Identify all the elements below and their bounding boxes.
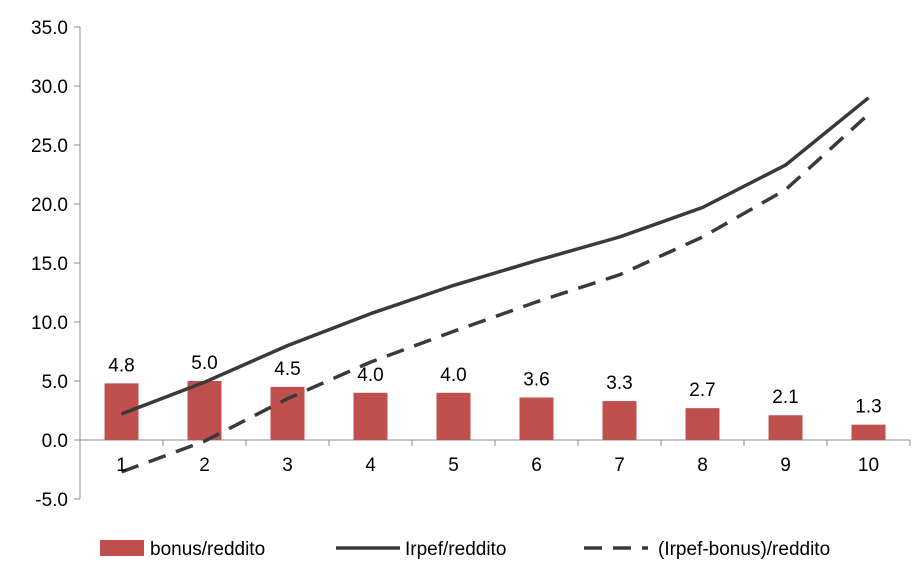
x-tick-label: 3 xyxy=(282,455,293,476)
line-irpef-bonus-reddito xyxy=(120,113,870,474)
x-tick-label: 7 xyxy=(614,455,625,476)
bar-bonus-reddito-9 xyxy=(768,415,803,440)
y-tick-label: -5.0 xyxy=(35,490,68,511)
bar-data-label: 4.0 xyxy=(440,365,466,386)
x-tick-label: 8 xyxy=(697,455,708,476)
x-tick-label: 5 xyxy=(448,455,459,476)
legend-label-bonus-reddito: bonus/reddito xyxy=(150,539,265,560)
bar-bonus-reddito-7 xyxy=(602,401,637,440)
y-tick-label: 5.0 xyxy=(42,372,68,393)
bar-data-label: 1.3 xyxy=(855,397,881,418)
bar-bonus-reddito-3 xyxy=(270,386,305,440)
bar-bonus-reddito-6 xyxy=(519,397,554,440)
bar-data-label: 2.7 xyxy=(689,380,715,401)
bar-bonus-reddito-1 xyxy=(104,383,139,440)
y-tick-label: 35.0 xyxy=(31,18,68,39)
x-tick-label: 1 xyxy=(116,455,127,476)
x-tick-label: 6 xyxy=(531,455,542,476)
line-irpef-reddito xyxy=(120,96,870,416)
y-tick-label: 30.0 xyxy=(31,77,68,98)
bar-data-label: 3.6 xyxy=(523,370,549,391)
bar-bonus-reddito-10 xyxy=(851,424,886,440)
y-tick-label: 25.0 xyxy=(31,136,68,157)
bar-data-label: 3.3 xyxy=(606,373,632,394)
x-tick-label: 10 xyxy=(858,455,879,476)
x-tick-label: 2 xyxy=(199,455,210,476)
bar-bonus-reddito-5 xyxy=(436,392,471,440)
x-tick-label: 4 xyxy=(365,455,376,476)
x-tick-label: 9 xyxy=(780,455,791,476)
bar-bonus-reddito-2 xyxy=(187,381,222,440)
bar-data-label: 4.0 xyxy=(357,365,383,386)
legend-swatch-bonus-reddito xyxy=(100,540,144,556)
y-tick-label: 15.0 xyxy=(31,254,68,275)
y-tick-label: 20.0 xyxy=(31,195,68,216)
bar-data-label: 5.0 xyxy=(191,353,217,374)
legend-label-irpef-reddito: Irpef/reddito xyxy=(405,539,506,560)
bar-data-label: 2.1 xyxy=(772,387,798,408)
bar-bonus-reddito-8 xyxy=(685,408,720,440)
bar-bonus-reddito-4 xyxy=(353,392,388,440)
legend-label-irpef-bonus-reddito: (Irpef-bonus)/reddito xyxy=(658,539,830,560)
y-tick-label: 10.0 xyxy=(31,313,68,334)
y-tick-label: 0.0 xyxy=(42,431,68,452)
bar-data-label: 4.8 xyxy=(108,355,134,376)
bar-data-label: 4.5 xyxy=(274,359,300,380)
